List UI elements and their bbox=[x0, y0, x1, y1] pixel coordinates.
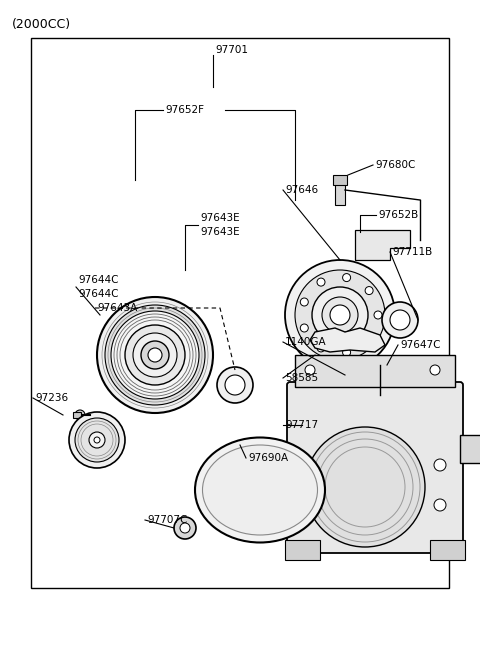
Ellipse shape bbox=[195, 438, 325, 542]
Text: 97690A: 97690A bbox=[248, 453, 288, 463]
Circle shape bbox=[430, 365, 440, 375]
Circle shape bbox=[434, 459, 446, 471]
Bar bbox=[348, 370, 354, 382]
Text: 97646: 97646 bbox=[285, 185, 318, 195]
Text: 97643E: 97643E bbox=[200, 213, 240, 223]
Text: 97644C: 97644C bbox=[78, 275, 119, 285]
Bar bbox=[295, 355, 455, 387]
Circle shape bbox=[278, 455, 302, 479]
Circle shape bbox=[111, 311, 199, 399]
FancyBboxPatch shape bbox=[298, 393, 422, 452]
Bar bbox=[328, 382, 338, 387]
Circle shape bbox=[75, 410, 85, 420]
Ellipse shape bbox=[203, 445, 317, 535]
Text: 58585: 58585 bbox=[285, 373, 318, 383]
Ellipse shape bbox=[345, 411, 375, 433]
Bar bbox=[374, 358, 386, 366]
Circle shape bbox=[141, 341, 169, 369]
Text: 97652B: 97652B bbox=[378, 210, 418, 220]
Text: 97652F: 97652F bbox=[165, 105, 204, 115]
Bar bbox=[330, 370, 336, 382]
Bar bbox=[335, 183, 345, 205]
Circle shape bbox=[75, 418, 119, 462]
Bar bbox=[272, 457, 292, 477]
Bar bbox=[31, 38, 449, 588]
Circle shape bbox=[308, 415, 322, 429]
FancyBboxPatch shape bbox=[287, 382, 463, 553]
Circle shape bbox=[390, 310, 410, 330]
Circle shape bbox=[295, 270, 385, 360]
Bar bbox=[73, 412, 81, 418]
Circle shape bbox=[285, 260, 395, 370]
Circle shape bbox=[69, 412, 125, 468]
Circle shape bbox=[317, 278, 325, 286]
Circle shape bbox=[374, 311, 382, 319]
Text: 97643A: 97643A bbox=[97, 303, 137, 313]
Circle shape bbox=[330, 305, 350, 325]
Circle shape bbox=[225, 375, 245, 395]
Circle shape bbox=[365, 335, 373, 343]
Circle shape bbox=[180, 523, 190, 533]
Circle shape bbox=[299, 499, 311, 511]
Text: 97717: 97717 bbox=[285, 420, 318, 430]
Bar bbox=[346, 382, 356, 387]
Circle shape bbox=[305, 427, 425, 547]
Bar bbox=[333, 175, 347, 185]
Circle shape bbox=[343, 348, 350, 356]
Text: 97647C: 97647C bbox=[400, 340, 441, 350]
Bar bbox=[430, 540, 465, 560]
Text: 97644C: 97644C bbox=[78, 289, 119, 299]
Text: 97701: 97701 bbox=[215, 45, 248, 55]
Circle shape bbox=[365, 287, 373, 295]
Text: 97711B: 97711B bbox=[392, 247, 432, 257]
Text: 1140GA: 1140GA bbox=[285, 337, 326, 347]
Circle shape bbox=[317, 344, 325, 352]
Circle shape bbox=[125, 325, 185, 385]
Circle shape bbox=[97, 297, 213, 413]
Text: (2000CC): (2000CC) bbox=[12, 18, 71, 31]
Circle shape bbox=[148, 348, 162, 362]
Circle shape bbox=[299, 459, 311, 471]
Bar bbox=[460, 435, 480, 463]
Circle shape bbox=[338, 415, 352, 429]
Circle shape bbox=[312, 287, 368, 343]
Circle shape bbox=[300, 324, 308, 332]
Circle shape bbox=[300, 298, 308, 306]
Text: 97707C: 97707C bbox=[147, 515, 187, 525]
Text: 97643E: 97643E bbox=[200, 227, 240, 237]
Circle shape bbox=[398, 415, 412, 429]
Circle shape bbox=[368, 415, 382, 429]
Circle shape bbox=[217, 367, 253, 403]
Circle shape bbox=[343, 274, 350, 282]
Circle shape bbox=[305, 365, 315, 375]
Circle shape bbox=[434, 499, 446, 511]
Text: 97680C: 97680C bbox=[375, 160, 415, 170]
Polygon shape bbox=[310, 328, 385, 352]
Bar bbox=[285, 540, 320, 560]
Circle shape bbox=[382, 302, 418, 338]
Circle shape bbox=[94, 437, 100, 443]
Text: 97236: 97236 bbox=[35, 393, 68, 403]
Circle shape bbox=[133, 333, 177, 377]
Circle shape bbox=[322, 297, 358, 333]
Circle shape bbox=[174, 517, 196, 539]
Circle shape bbox=[89, 432, 105, 448]
Circle shape bbox=[105, 305, 205, 405]
Polygon shape bbox=[355, 230, 410, 260]
